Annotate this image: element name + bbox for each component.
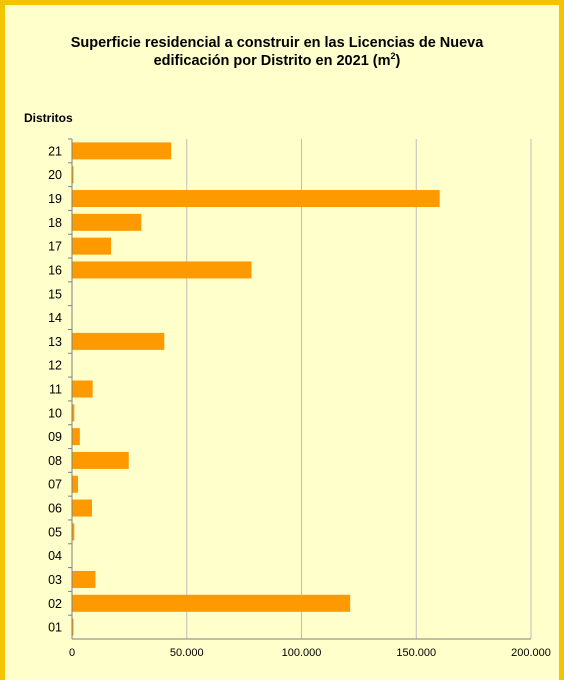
bar-distrito-16 [72, 261, 252, 279]
bar-distrito-06 [72, 499, 93, 517]
y-tick-label: 04 [48, 549, 62, 563]
y-tick-label: 08 [48, 454, 62, 468]
y-tick-label: 21 [48, 144, 62, 158]
y-tick-label: 18 [48, 216, 62, 230]
y-tick-label: 12 [48, 359, 62, 373]
y-tick-label: 10 [48, 406, 62, 420]
y-tick-label: 19 [48, 192, 62, 206]
y-tick-label: 03 [48, 573, 62, 587]
y-tick-label: 09 [48, 430, 62, 444]
y-tick-label: 06 [48, 502, 62, 516]
x-tick-label: 50.000 [170, 647, 204, 659]
bar-distrito-02 [72, 594, 351, 612]
chart-title-line1: Superficie residencial a construir en la… [70, 35, 484, 51]
chart-title-line2: edificación por Distrito en 2021 (m [153, 53, 391, 69]
x-tick-label: 150.000 [396, 647, 436, 659]
chart-title: Superficie residencial a construir en la… [40, 34, 514, 70]
bar-distrito-20 [72, 166, 74, 184]
bar-distrito-09 [72, 428, 80, 446]
bar-distrito-01 [72, 618, 74, 636]
chart-title-end: ) [395, 53, 401, 69]
bar-distrito-17 [72, 237, 112, 255]
y-tick-label: 13 [48, 335, 62, 349]
y-tick-label: 02 [48, 597, 62, 611]
y-tick-label: 20 [48, 168, 62, 182]
y-axis-label: Distritos [24, 111, 73, 125]
y-tick-label: 17 [48, 240, 62, 254]
y-tick-label: 14 [48, 311, 62, 325]
bar-distrito-21 [72, 142, 172, 160]
y-tick-label: 15 [48, 287, 62, 301]
x-tick-label: 100.000 [282, 647, 322, 659]
y-tick-label: 16 [48, 263, 62, 277]
y-tick-label: 07 [48, 478, 62, 492]
y-tick-label: 01 [48, 621, 62, 635]
y-tick-label: 05 [48, 525, 62, 539]
bar-distrito-10 [72, 404, 75, 422]
x-tick-label: 200.000 [511, 647, 551, 659]
bar-distrito-11 [72, 380, 93, 398]
y-tick-label: 11 [49, 383, 62, 397]
bar-distrito-19 [72, 190, 440, 208]
bar-distrito-05 [72, 523, 75, 541]
bar-distrito-13 [72, 332, 165, 350]
bar-distrito-18 [72, 213, 142, 231]
bar-distrito-03 [72, 570, 96, 588]
bar-distrito-08 [72, 451, 129, 469]
chart-title-superscript: 2 [390, 51, 396, 62]
bar-distrito-07 [72, 475, 79, 493]
x-tick-label: 0 [69, 647, 75, 659]
